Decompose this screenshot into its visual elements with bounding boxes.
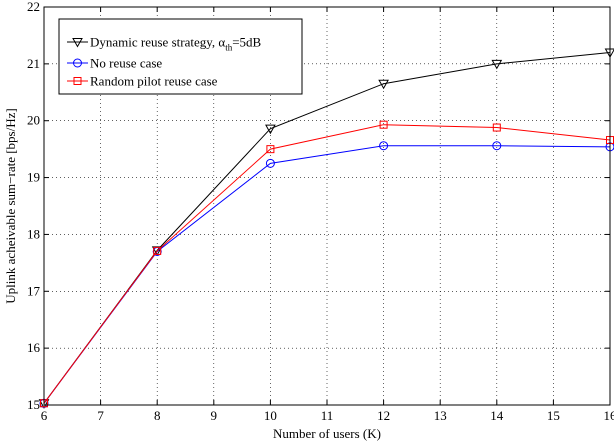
data-point (379, 141, 389, 151)
legend-item: Dynamic reuse strategy, αth=5dB (67, 35, 262, 53)
data-point (266, 145, 275, 154)
axis-ticks: 6 7 8 9 10 11 12 13 14 15 16 15 16 17 18 19 20 21 22 (27, 0, 614, 423)
legend-label-subscript: th (225, 43, 233, 53)
data-point (153, 246, 162, 255)
x-tick-label: 9 (211, 408, 218, 423)
data-point (265, 124, 276, 135)
data-point (492, 123, 501, 132)
y-tick-label: 16 (27, 340, 41, 355)
legend-label-symbol: α (218, 35, 225, 50)
x-tick-label: 8 (154, 408, 161, 423)
legend-box (58, 18, 303, 95)
legend-label: Dynamic reuse strategy, αth=5dB (90, 35, 262, 53)
x-tick-label: 10 (264, 408, 277, 423)
data-point (492, 141, 502, 151)
legend-label-tail: =5dB (232, 35, 261, 50)
series (38, 48, 614, 409)
x-tick-label: 16 (604, 408, 614, 423)
legend: Dynamic reuse strategy, αth=5dB No reuse … (58, 18, 303, 95)
y-tick-label: 19 (27, 170, 40, 185)
x-tick-label: 11 (321, 408, 334, 423)
series-line (43, 145, 611, 404)
legend-label: No reuse case (90, 56, 162, 71)
data-point (379, 120, 388, 129)
series-line (43, 124, 611, 404)
x-axis-label: Number of users (K) (273, 426, 381, 441)
y-tick-label: 21 (27, 56, 40, 71)
x-tick-label: 7 (97, 408, 104, 423)
x-tick-label: 6 (41, 408, 48, 423)
x-tick-label: 12 (377, 408, 390, 423)
data-point (151, 246, 163, 256)
y-tick-label: 18 (27, 226, 40, 241)
legend-label: Random pilot reuse case (90, 74, 218, 89)
legend-item: No reuse case (67, 56, 162, 71)
x-tick-label: 13 (434, 408, 447, 423)
x-tick-label: 15 (547, 408, 560, 423)
data-point (378, 79, 389, 90)
x-tick-label: 14 (490, 408, 504, 423)
y-tick-label: 20 (27, 113, 40, 128)
data-point (73, 58, 82, 68)
legend-item: Random pilot reuse case (67, 74, 218, 89)
series-lines (38, 48, 614, 409)
legend-label-text: Dynamic reuse strategy, (90, 35, 218, 50)
y-axis-label: Uplink acheivable sum−rate [bps/Hz] (3, 108, 18, 303)
y-tick-label: 15 (27, 397, 40, 412)
data-point (73, 77, 82, 85)
y-tick-label: 17 (27, 283, 41, 298)
y-tick-label: 22 (27, 0, 40, 14)
data-point (491, 59, 503, 70)
data-point (265, 158, 275, 168)
data-point (72, 38, 83, 48)
